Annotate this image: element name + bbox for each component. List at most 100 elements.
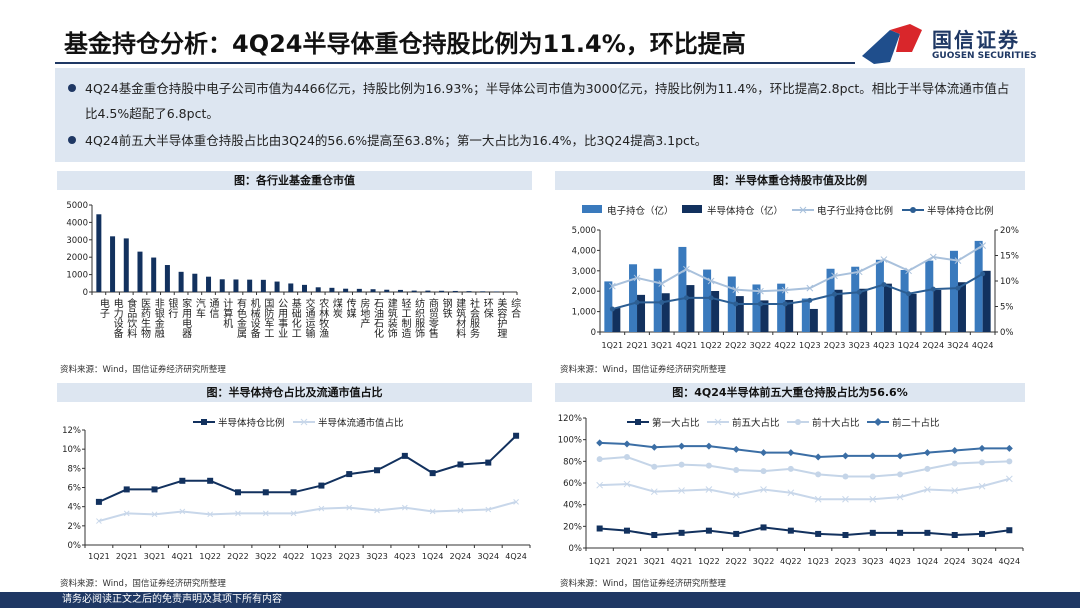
x-tick-label: 计算机 [221,297,233,329]
marker-diamond [896,452,904,460]
bar-semiconductor [933,289,942,332]
marker-circle [733,467,740,473]
marker-diamond [923,449,931,457]
marker-square [123,486,130,493]
marker-square [401,452,408,459]
bar [384,289,390,292]
marker-x [954,257,962,264]
marker-circle [659,299,665,305]
x-tick-label: 1Q24 [422,552,444,561]
legend-label: 半导体流通市值占比 [318,417,404,429]
x-tick-label: 1Q24 [898,341,920,350]
marker-square [842,532,849,538]
bar [425,290,431,292]
x-tick-label: 3Q23 [862,557,884,566]
marker-x [978,482,986,490]
x-tick-label: 2Q24 [922,341,944,350]
x-tick-label: 2Q24 [450,552,472,561]
marker-square [346,471,353,478]
marker-diamond [951,447,959,454]
chart-title-industry: 图：各行业基金重仓市值 [57,171,532,190]
marker-x [707,277,715,285]
x-tick-label: 社会服务 [468,297,480,339]
marker-circle [757,301,763,307]
bar-electronics [974,240,983,332]
bar-semiconductor [883,283,892,332]
bar-electronics [925,260,934,332]
marker-circle [832,291,838,297]
marker-x [757,287,764,295]
float-share-line [98,500,517,523]
marker-circle [856,289,862,295]
footer-disclaimer: 请务必阅读正文之后的免责声明及其项下所有内容 [0,592,1080,608]
bar [466,291,472,292]
holding-ratio-line [98,435,517,503]
bar [356,288,362,292]
bar [192,273,198,292]
marker-circle [782,301,788,307]
bar-semiconductor [612,307,621,332]
x-tick-label: 3Q23 [366,552,388,561]
x-tick-label: 1Q24 [917,557,939,566]
marker-diamond [732,445,740,453]
y-tick-label: 3000 [66,236,88,246]
y-tick-label: 15% [1000,252,1019,262]
bar-electronics [900,269,909,332]
x-tick-label: 煤炭 [330,297,342,319]
semiconductor-ratio-line [612,272,984,311]
marker-square [760,524,767,531]
x-tick-label: 3Q21 [643,557,665,566]
marker-square [151,486,158,493]
series-2-line [599,455,1010,478]
marker-circle [951,460,958,467]
marker-square [787,527,794,534]
marker-circle [683,295,689,301]
marker-x [235,510,241,517]
x-tick-label: 1Q23 [799,341,821,350]
marker-circle [678,461,685,468]
bar-electronics [727,276,736,332]
source-note: 资料来源：Wind，国信证券经济研究所整理 [60,579,226,589]
marker-x [513,499,519,505]
summary-bullet: 4Q24前五大半导体重仓持股占比由3Q24的56.6%提高至63.8%；第一大占… [68,128,1011,153]
marker-circle [815,471,822,478]
x-tick-label: 3Q22 [255,552,277,561]
marker-diamond [787,449,795,457]
legend-label: 前五大占比 [732,417,780,429]
bar [411,290,417,292]
marker-circle [906,291,912,297]
y-tick-label: 4000 [66,218,88,228]
marker-x [678,487,685,494]
x-tick-label: 有色金属 [234,297,246,339]
marker-x [151,511,158,518]
bar [397,289,403,292]
x-tick-label: 国防军工 [262,298,274,338]
marker-circle [634,299,640,305]
bar [370,289,376,292]
x-tick-label: 1Q21 [88,552,110,561]
x-tick-label: 1Q23 [311,552,333,561]
marker-x [842,495,849,503]
x-tick-label: 2Q24 [944,557,966,566]
x-tick-label: 2Q23 [338,552,360,561]
guosen-logo-icon [862,24,922,64]
y-tick-label: 0% [68,541,82,551]
bar-electronics [752,284,761,332]
y-tick-label: 80% [563,457,582,467]
marker-square [651,532,658,538]
y-tick-label: 5,000 [572,226,596,236]
marker-x [869,495,877,503]
x-tick-label: 4Q21 [676,341,698,350]
x-tick-label: 1Q21 [602,341,624,350]
marker-circle [760,468,767,475]
x-tick-label: 商贸零售 [426,297,438,339]
bar-electronics [629,264,638,332]
y-tick-label: 0 [591,328,596,338]
x-tick-label: 医药生物 [138,298,150,339]
x-tick-label: 电子 [97,297,109,318]
y-tick-label: 0% [1000,328,1014,338]
marker-square [485,459,492,466]
y-tick-label: 20% [563,522,582,532]
bar [96,214,102,292]
marker-x [429,508,436,515]
